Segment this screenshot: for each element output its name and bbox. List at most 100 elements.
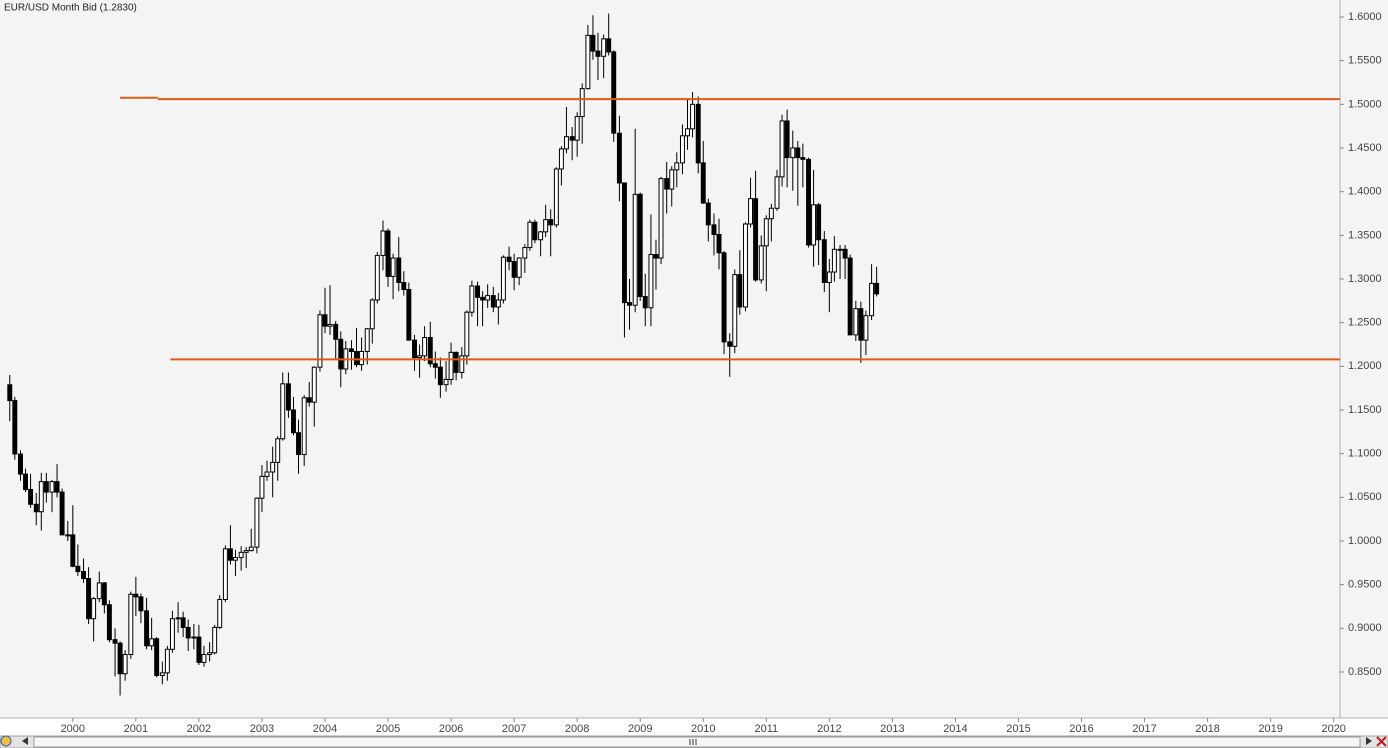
candle-body (837, 248, 843, 251)
scroll-right[interactable] (1366, 737, 1372, 745)
candle-body (842, 248, 848, 259)
candle-body (459, 355, 465, 373)
candle-body (417, 355, 423, 359)
x-tick-label: 2017 (1132, 723, 1156, 735)
candle-body (290, 409, 296, 434)
candle-body (611, 51, 617, 134)
x-tick-label: 2009 (628, 723, 652, 735)
candle-body (301, 397, 307, 456)
home-icon[interactable] (0, 735, 12, 747)
candle-body (128, 593, 134, 656)
scroll-thumb[interactable] (33, 736, 1361, 748)
candle-body (86, 578, 92, 620)
candle-body (516, 257, 522, 278)
y-tick-label: 1.2500 (1348, 317, 1382, 329)
candle-body (538, 231, 544, 241)
candle-body (112, 639, 118, 644)
candle-body (138, 596, 144, 612)
candle-body (422, 337, 428, 357)
scrollbar[interactable] (0, 735, 1388, 748)
candle-body (563, 136, 569, 150)
candle-body (122, 654, 128, 675)
candle-body (106, 604, 112, 641)
candle-body (469, 285, 475, 313)
x-tick-label: 2016 (1069, 723, 1093, 735)
candle-body (144, 610, 150, 647)
candle-body (595, 50, 601, 57)
candle-body (685, 128, 690, 137)
candle-body (480, 296, 486, 301)
candle-body (338, 338, 344, 370)
candle-body (396, 257, 402, 284)
candle-body (364, 328, 370, 352)
candle-body (81, 571, 87, 580)
candle-body (259, 475, 265, 499)
candle-body (191, 636, 197, 639)
candle-body (695, 103, 701, 164)
candle-body (359, 350, 365, 366)
candle-body (380, 230, 386, 256)
x-tick-label: 2004 (313, 723, 337, 735)
candle-body (527, 221, 533, 249)
candle-body (232, 557, 238, 561)
candle-body (285, 383, 291, 411)
candle-body (207, 652, 213, 656)
x-tick-label: 2006 (439, 723, 463, 735)
candle-body (621, 182, 627, 304)
candle-body (406, 288, 412, 341)
candle-body (385, 230, 391, 277)
candle-body (464, 311, 470, 357)
candle-body (443, 378, 449, 386)
candle-body (585, 34, 591, 90)
candle-body (800, 157, 806, 160)
candle-body (169, 618, 175, 650)
candle-body (154, 638, 160, 676)
candle-body (38, 481, 44, 513)
candle-body (816, 204, 822, 241)
chart-title: EUR/USD Month Bid (1.2830) (4, 3, 137, 14)
candle-body (101, 582, 107, 606)
x-tick-label: 2010 (691, 723, 715, 735)
candle-body (637, 193, 643, 297)
candle-body (243, 550, 249, 553)
x-tick-label: 2000 (61, 723, 85, 735)
candle-body (275, 438, 281, 463)
candle-body (532, 221, 538, 241)
candle-body (333, 323, 339, 340)
x-tick-label: 2001 (124, 723, 148, 735)
x-tick-label: 2007 (502, 723, 526, 735)
candle-body (159, 672, 165, 676)
candle-body (495, 299, 501, 308)
candle-body (700, 162, 706, 204)
candle-body (437, 366, 443, 386)
candle-body (664, 178, 670, 190)
candle-body (553, 168, 559, 226)
candle-body (653, 254, 659, 259)
candle-body (133, 593, 139, 598)
candle-body (70, 534, 76, 567)
x-tick-label: 2011 (754, 723, 778, 735)
x-axis-area (0, 718, 1388, 736)
y-tick-label: 1.5500 (1348, 55, 1382, 67)
candle-body (711, 224, 717, 235)
candle-body (506, 256, 512, 263)
candle-body (374, 254, 380, 301)
candle-body (311, 366, 317, 403)
candle-body (296, 432, 301, 456)
candle-body (569, 136, 575, 141)
y-tick-label: 1.0500 (1348, 491, 1382, 503)
candle-body (774, 176, 780, 209)
candle-body (280, 383, 286, 440)
candle-body (432, 363, 438, 368)
candle-body (349, 348, 354, 352)
close-icon[interactable] (1376, 736, 1387, 747)
y-tick-label: 1.1000 (1348, 448, 1382, 460)
x-tick-label: 2008 (565, 723, 589, 735)
candle-body (401, 282, 407, 290)
candle-body (790, 147, 796, 159)
candle-body (737, 274, 743, 308)
scroll-left[interactable] (22, 737, 28, 745)
candle-body (23, 473, 29, 490)
